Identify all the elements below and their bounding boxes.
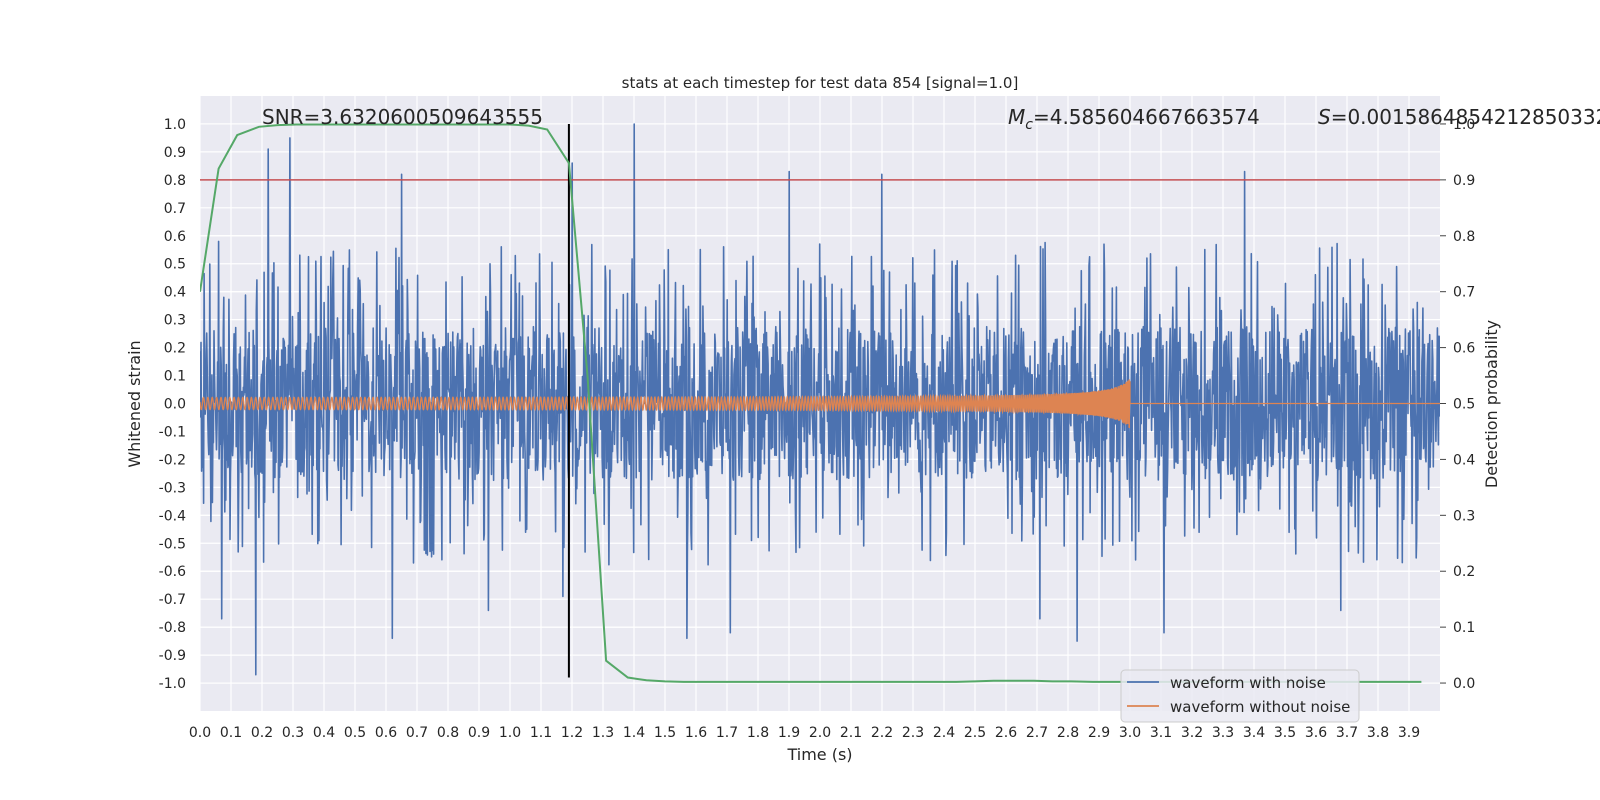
y-tick-label: -0.4 [159,508,186,524]
x-tick-label: 1.1 [530,725,552,741]
x-tick-label: 3.6 [1305,725,1327,741]
x-tick-label: 3.3 [1212,725,1234,741]
y2-tick-label: 0.6 [1453,341,1475,357]
x-tick-label: 1.3 [592,725,614,741]
mc-annotation: Mc=4.585604667663574 [1008,105,1260,133]
x-tick-label: 2.6 [995,725,1017,741]
x-tick-label: 2.1 [840,725,862,741]
legend-label-waveform-without-noise: waveform without noise [1170,698,1350,716]
x-tick-label: 0.4 [313,725,335,741]
y2-tick-label: 0.0 [1453,676,1475,692]
y-tick-label: 0.7 [164,201,186,217]
x-tick-label: 1.4 [623,725,645,741]
y2-tick-label: 0.2 [1453,564,1475,580]
x-tick-label: 3.1 [1150,725,1172,741]
s-symbol: S [1318,105,1331,129]
y-tick-label: 0.3 [164,313,186,329]
mc-symbol: M [1008,105,1025,129]
x-tick-label: 2.4 [933,725,955,741]
x-tick-label: 3.8 [1367,725,1389,741]
y2-tick-label: 0.3 [1453,508,1475,524]
x-tick-label: 1.2 [561,725,583,741]
x-tick-label: 1.7 [716,725,738,741]
x-tick-label: 0.1 [220,725,242,741]
y-tick-label: 0.9 [164,145,186,161]
legend-box [1120,669,1360,723]
x-tick-label: 3.2 [1181,725,1203,741]
y-tick-label: -1.0 [159,676,186,692]
x-tick-label: 0.3 [282,725,304,741]
y-tick-label: 0.1 [164,369,186,385]
y-tick-label: -0.7 [159,592,186,608]
x-tick-label: 0.0 [189,725,211,741]
snr-annotation: SNR=3.6320600509643555 [262,105,543,129]
x-tick-label: 2.9 [1088,725,1110,741]
y-tick-label: 0.2 [164,341,186,357]
y2-tick-labels: 1.0 0.9 0.8 0.7 0.6 0.5 0.4 0.3 0.2 0.1 0.0 [1453,117,1475,692]
mc-subscript: c [1025,117,1033,133]
y2-tick-label: 0.8 [1453,229,1475,245]
x-tick-label: 0.9 [468,725,490,741]
x-tick-label: 1.6 [685,725,707,741]
y2-tick-label: 1.0 [1453,117,1475,133]
y-tick-label: 1.0 [164,117,186,133]
x-tick-label: 3.4 [1243,725,1265,741]
x-tick-label: 0.8 [437,725,459,741]
x-tick-label: 1.0 [499,725,521,741]
x-tick-label: 0.7 [406,725,428,741]
legend-label-waveform-with-noise: waveform with noise [1170,674,1326,692]
x-tick-label: 3.9 [1398,725,1420,741]
y-axis-label: Whitened strain [125,340,144,467]
y2-axis-label: Detection probability [1482,320,1501,488]
x-tick-labels: 0.0 0.1 0.2 0.3 0.4 0.5 0.6 0.7 0.8 0.9 1.0 1.1 1.2 1… [189,725,1420,741]
x-tick-label: 3.0 [1119,725,1141,741]
x-tick-label: 0.2 [251,725,273,741]
y-tick-label: 0.4 [164,285,186,301]
x-tick-label: 2.0 [809,725,831,741]
y-tick-label: 0.8 [164,173,186,189]
y2-tick-label: 0.1 [1453,620,1475,636]
y-tick-label: -0.9 [159,648,186,664]
y2-tick-label: 0.4 [1453,452,1475,468]
x-tick-label: 2.7 [1026,725,1048,741]
y-tick-label: -0.1 [159,424,186,440]
y2-tick-label: 0.5 [1453,397,1475,413]
x-tick-label: 2.5 [964,725,986,741]
x-tick-label: 3.7 [1336,725,1358,741]
x-tick-label: 1.5 [654,725,676,741]
legend: waveform with noise waveform without noi… [1120,669,1360,723]
y-tick-label: -0.3 [159,480,186,496]
y2-tick-label: 0.7 [1453,285,1475,301]
y2-tick-label: 0.9 [1453,173,1475,189]
x-tick-label: 0.5 [344,725,366,741]
y-tick-label: -0.6 [159,564,186,580]
y-tick-label: -0.2 [159,452,186,468]
s-annotation: S=0.0015864854212850332 [1318,105,1600,129]
x-tick-label: 3.5 [1274,725,1296,741]
x-tick-label: 2.3 [902,725,924,741]
s-value: =0.0015864854212850332 [1331,105,1600,129]
x-tick-label: 2.8 [1057,725,1079,741]
x-axis-label: Time (s) [786,745,852,764]
y-tick-label: -0.8 [159,620,186,636]
x-tick-label: 1.9 [778,725,800,741]
mc-value: =4.585604667663574 [1033,105,1260,129]
x-tick-label: 0.6 [375,725,397,741]
series-line-waveform-with-noise [200,123,1440,676]
y-tick-label: 0.0 [164,397,186,413]
series-line-waveform-without-noise [200,379,1440,428]
chart-title: stats at each timestep for test data 854… [622,74,1019,92]
y-tick-label: 0.5 [164,257,186,273]
x-tick-label: 1.8 [747,725,769,741]
x-tick-label: 2.2 [871,725,893,741]
y-tick-label: -0.5 [159,536,186,552]
y-tick-labels: 1.0 0.9 0.8 0.7 0.6 0.5 0.4 0.3 0.2 0.1 0.0 -0.1 -0.… [159,117,186,692]
y-tick-label: 0.6 [164,229,186,245]
